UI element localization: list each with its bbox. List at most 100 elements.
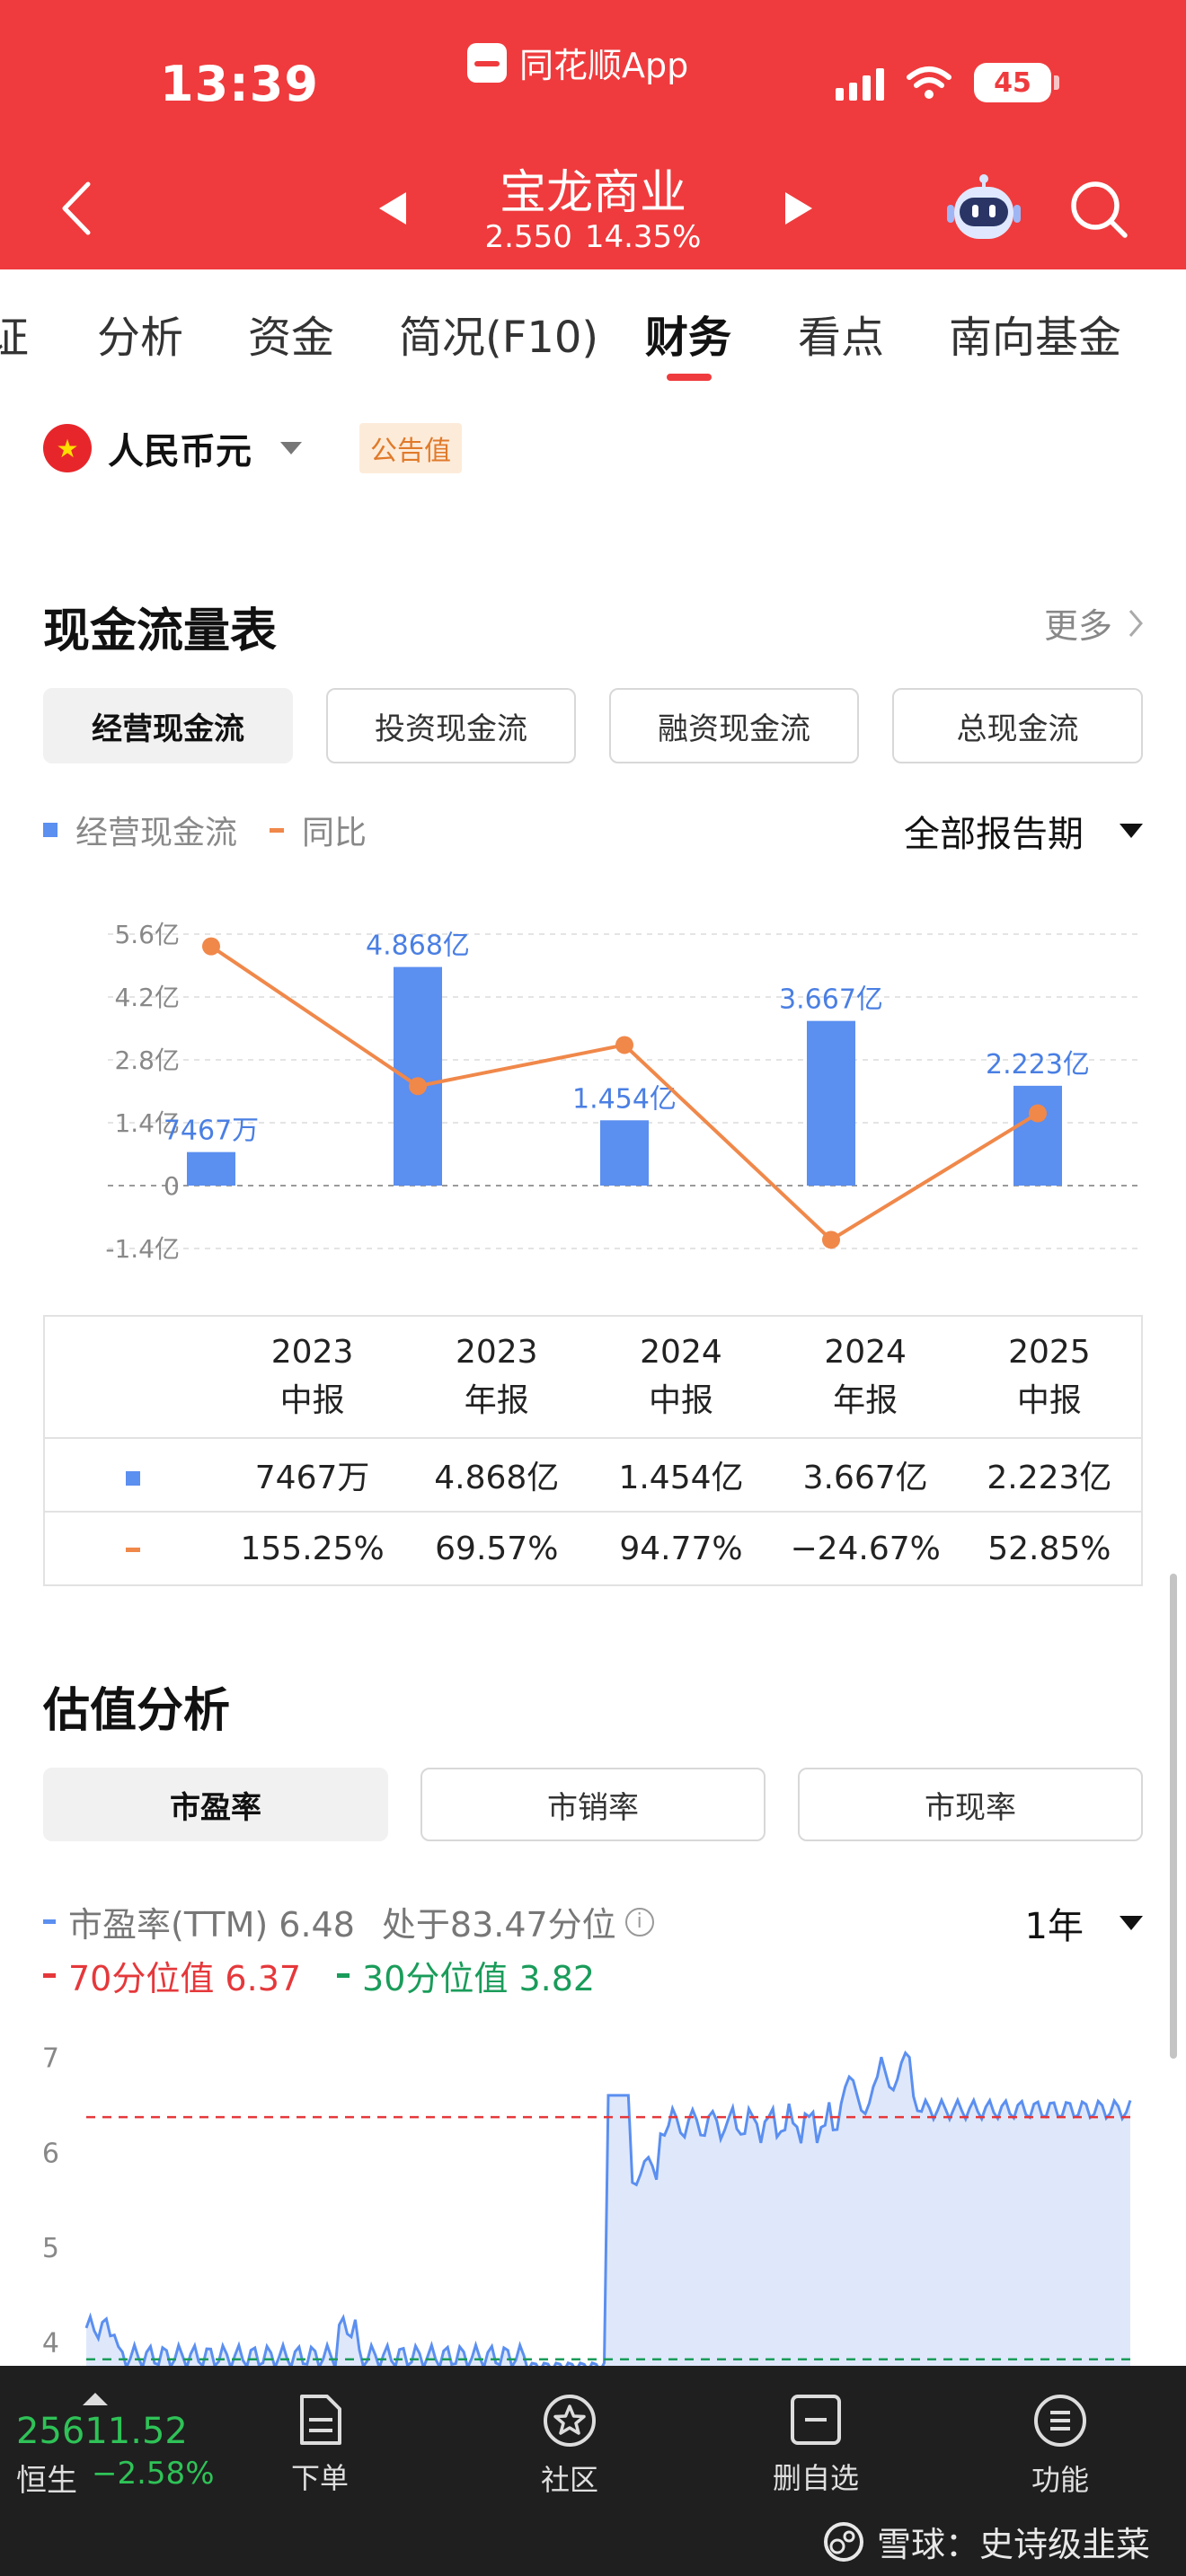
tab-partial[interactable]: 证 <box>0 313 30 363</box>
stock-change: 14.35% <box>584 219 702 255</box>
percentile-legend: 70分位值 6.37 30分位值 3.82 <box>43 1951 595 2000</box>
index-change: −2.58% <box>92 2456 215 2492</box>
yoy-point <box>202 937 220 956</box>
y-tick-label: 4.2亿 <box>114 983 180 1012</box>
y-tick-label: 4 <box>42 2328 59 2360</box>
scrollbar[interactable] <box>1170 1574 1177 2059</box>
table-cell: 2.223亿 <box>957 1437 1142 1512</box>
search-button[interactable] <box>1067 178 1130 241</box>
stock-price: 2.550 <box>484 219 572 255</box>
watermark: 雪球：史诗级韭菜 <box>823 2517 1150 2566</box>
data-label: 7467万 <box>164 1116 259 1147</box>
table-header-cell: 2024 中报 <box>640 1334 722 1419</box>
nav-order-label: 下单 <box>290 2461 349 2495</box>
p30-marker <box>337 1973 350 1978</box>
table-row-values: 7467万 4.868亿 1.454亿 3.667亿 2.223亿 <box>44 1437 1142 1512</box>
chevron-left-icon <box>62 181 91 235</box>
app-name: 同花顺App <box>519 46 689 85</box>
info-icon[interactable]: i <box>624 1907 654 1936</box>
hang-seng-index[interactable]: 25611.52 恒生 −2.58% <box>16 2393 215 2500</box>
next-stock-button[interactable] <box>776 183 821 234</box>
y-tick-label: 1.4亿 <box>114 1108 180 1138</box>
nav-remove-watchlist[interactable]: 删自选 <box>735 2393 897 2497</box>
announced-value-badge: 公告值 <box>359 423 462 473</box>
data-label: 2.223亿 <box>986 1049 1090 1081</box>
nav-remove-watchlist-label: 删自选 <box>772 2461 859 2495</box>
time-range-label: 1年 <box>1024 1906 1084 1947</box>
table-cell: 7467万 <box>220 1437 405 1512</box>
stock-name: 宝龙商业 <box>499 166 686 220</box>
dropdown-arrow-icon <box>1120 1916 1143 1930</box>
table-row-marker <box>44 1511 220 1585</box>
tab-finance[interactable]: 财务 <box>645 313 732 363</box>
table-header-cell: 2023 年报 <box>455 1334 538 1419</box>
nav-order[interactable]: 下单 <box>239 2393 401 2497</box>
index-name: 恒生 <box>16 2463 77 2499</box>
more-label: 更多 <box>1043 606 1112 646</box>
table-header-cell: 2024 年报 <box>824 1334 907 1419</box>
operating-cashflow-button[interactable]: 经营现金流 <box>43 688 293 763</box>
data-label: 1.454亿 <box>572 1083 677 1115</box>
total-cashflow-button[interactable]: 总现金流 <box>892 688 1143 763</box>
more-link[interactable]: 更多 <box>1044 598 1143 648</box>
tab-southbound[interactable]: 南向基金 <box>949 313 1122 363</box>
bar <box>1013 1085 1062 1186</box>
pe-ratio-button[interactable]: 市盈率 <box>43 1768 388 1841</box>
index-value: 25611.52 <box>16 2411 188 2452</box>
currency-selector[interactable]: ★ 人民币元 公告值 <box>43 422 462 474</box>
financing-cashflow-button[interactable]: 融资现金流 <box>609 688 859 763</box>
app-indicator[interactable]: 同花顺App <box>467 38 688 87</box>
app-logo-icon <box>467 42 507 83</box>
document-icon <box>300 2395 341 2445</box>
robot-icon <box>947 174 1021 239</box>
nav-community[interactable]: 社区 <box>489 2393 651 2499</box>
tab-highlights[interactable]: 看点 <box>798 313 885 363</box>
percentile-label: 处于83.47分位 <box>381 1905 616 1945</box>
tab-funds[interactable]: 资金 <box>248 313 335 363</box>
pcf-ratio-button[interactable]: 市现率 <box>798 1768 1143 1841</box>
table-cell: 94.77% <box>589 1511 774 1585</box>
y-tick-label: 5 <box>42 2233 59 2264</box>
legend-bar-marker <box>43 823 58 837</box>
battery-icon: 45 <box>974 63 1059 102</box>
menu-circle-icon <box>1034 2395 1086 2447</box>
yoy-point <box>409 1077 427 1096</box>
status-icons: 45 <box>836 63 1059 102</box>
nav-functions-label: 功能 <box>1031 2463 1089 2497</box>
cashflow-table: 2023 中报 2023 年报 2024 中报 2024 年报 2025 中报 7467万… <box>43 1315 1143 1586</box>
back-button[interactable] <box>50 176 101 241</box>
table-corner-cell <box>44 1316 220 1438</box>
nav-functions[interactable]: 功能 <box>979 2393 1141 2499</box>
p70-label: 70分位值 6.37 <box>68 1959 302 1998</box>
tab-f10[interactable]: 简况(F10) <box>399 313 599 363</box>
yoy-point <box>1029 1104 1047 1123</box>
y-tick-label: 6 <box>42 2138 59 2169</box>
dropdown-arrow-icon <box>1120 824 1143 838</box>
pe-ttm-label: 市盈率(TTM) 6.48 <box>68 1905 355 1945</box>
pe-line-marker <box>43 1919 56 1924</box>
ps-ratio-button[interactable]: 市销率 <box>420 1768 766 1841</box>
table-header-row: 2023 中报 2023 年报 2024 中报 2024 年报 2025 中报 <box>44 1316 1142 1438</box>
table-cell: 4.868亿 <box>404 1437 589 1512</box>
bar <box>600 1120 649 1186</box>
report-period-label: 全部报告期 <box>904 814 1084 855</box>
table-cell: −24.67% <box>773 1511 958 1585</box>
tab-analysis[interactable]: 分析 <box>97 313 184 363</box>
time-range-select[interactable]: 1年 <box>1025 1897 1143 1949</box>
investing-cashflow-button[interactable]: 投资现金流 <box>326 688 576 763</box>
snowball-logo-icon <box>823 2521 863 2562</box>
table-cell: 69.57% <box>404 1511 589 1585</box>
expand-up-icon <box>83 2393 108 2405</box>
tab-bar: 证 分析 资金 简况(F10) 财务 看点 南向基金 <box>0 269 1186 386</box>
cashflow-legend: 经营现金流 同比 <box>43 807 367 853</box>
prev-stock-button[interactable] <box>370 183 415 234</box>
ai-assistant-button[interactable] <box>945 174 1022 246</box>
minus-square-icon <box>791 2395 841 2445</box>
cashflow-title: 现金流量表 <box>43 604 278 658</box>
y-tick-label: -1.4亿 <box>105 1234 180 1264</box>
report-period-select[interactable]: 全部报告期 <box>904 805 1143 857</box>
p70-marker <box>43 1973 56 1978</box>
bar <box>187 1151 235 1186</box>
triangle-left-icon <box>379 192 406 225</box>
table-cell: 1.454亿 <box>589 1437 774 1512</box>
